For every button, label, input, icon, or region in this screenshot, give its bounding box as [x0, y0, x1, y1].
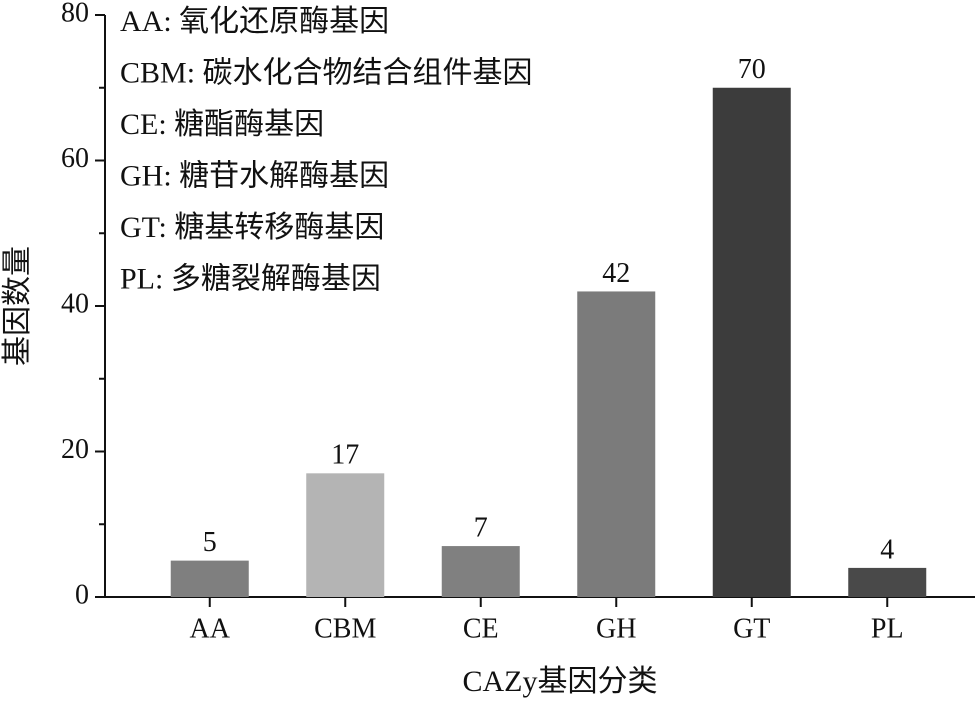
- y-axis-label: 基因数量: [1, 246, 34, 366]
- value-label: 17: [331, 440, 359, 471]
- y-tick-label: 0: [75, 579, 89, 610]
- legend-note: CE: 糖酯酶基因: [120, 108, 324, 141]
- x-tick-label: GH: [596, 613, 636, 644]
- x-tick-label: CE: [463, 613, 499, 644]
- legend-note: GT: 糖基转移酶基因: [120, 211, 384, 244]
- x-tick-label: CBM: [314, 613, 376, 644]
- bar: [306, 473, 385, 597]
- value-label: 42: [602, 258, 630, 289]
- y-tick-label: 40: [61, 288, 89, 319]
- legend-note: CBM: 碳水化合物结合组件基因: [120, 56, 533, 89]
- bar: [712, 87, 791, 597]
- bar: [170, 560, 249, 597]
- value-label: 7: [474, 512, 488, 543]
- x-tick-label: AA: [190, 613, 231, 644]
- y-tick-label: 20: [61, 434, 89, 465]
- value-label: 70: [738, 54, 766, 85]
- x-axis-label: CAZy基因分类: [463, 665, 658, 698]
- value-label: 5: [203, 527, 217, 558]
- y-tick-label: 80: [61, 0, 89, 28]
- x-tick-label: PL: [871, 613, 904, 644]
- bar: [577, 291, 656, 597]
- legend-note: GH: 糖苷水解酶基因: [120, 159, 389, 192]
- x-tick-label: GT: [733, 613, 770, 644]
- legend-note: AA: 氧化还原酶基因: [120, 5, 389, 38]
- bar: [441, 546, 520, 597]
- legend-note: PL: 多糖裂解酶基因: [120, 262, 381, 295]
- bar: [848, 567, 927, 597]
- value-label: 4: [880, 534, 894, 565]
- y-tick-label: 60: [61, 143, 89, 174]
